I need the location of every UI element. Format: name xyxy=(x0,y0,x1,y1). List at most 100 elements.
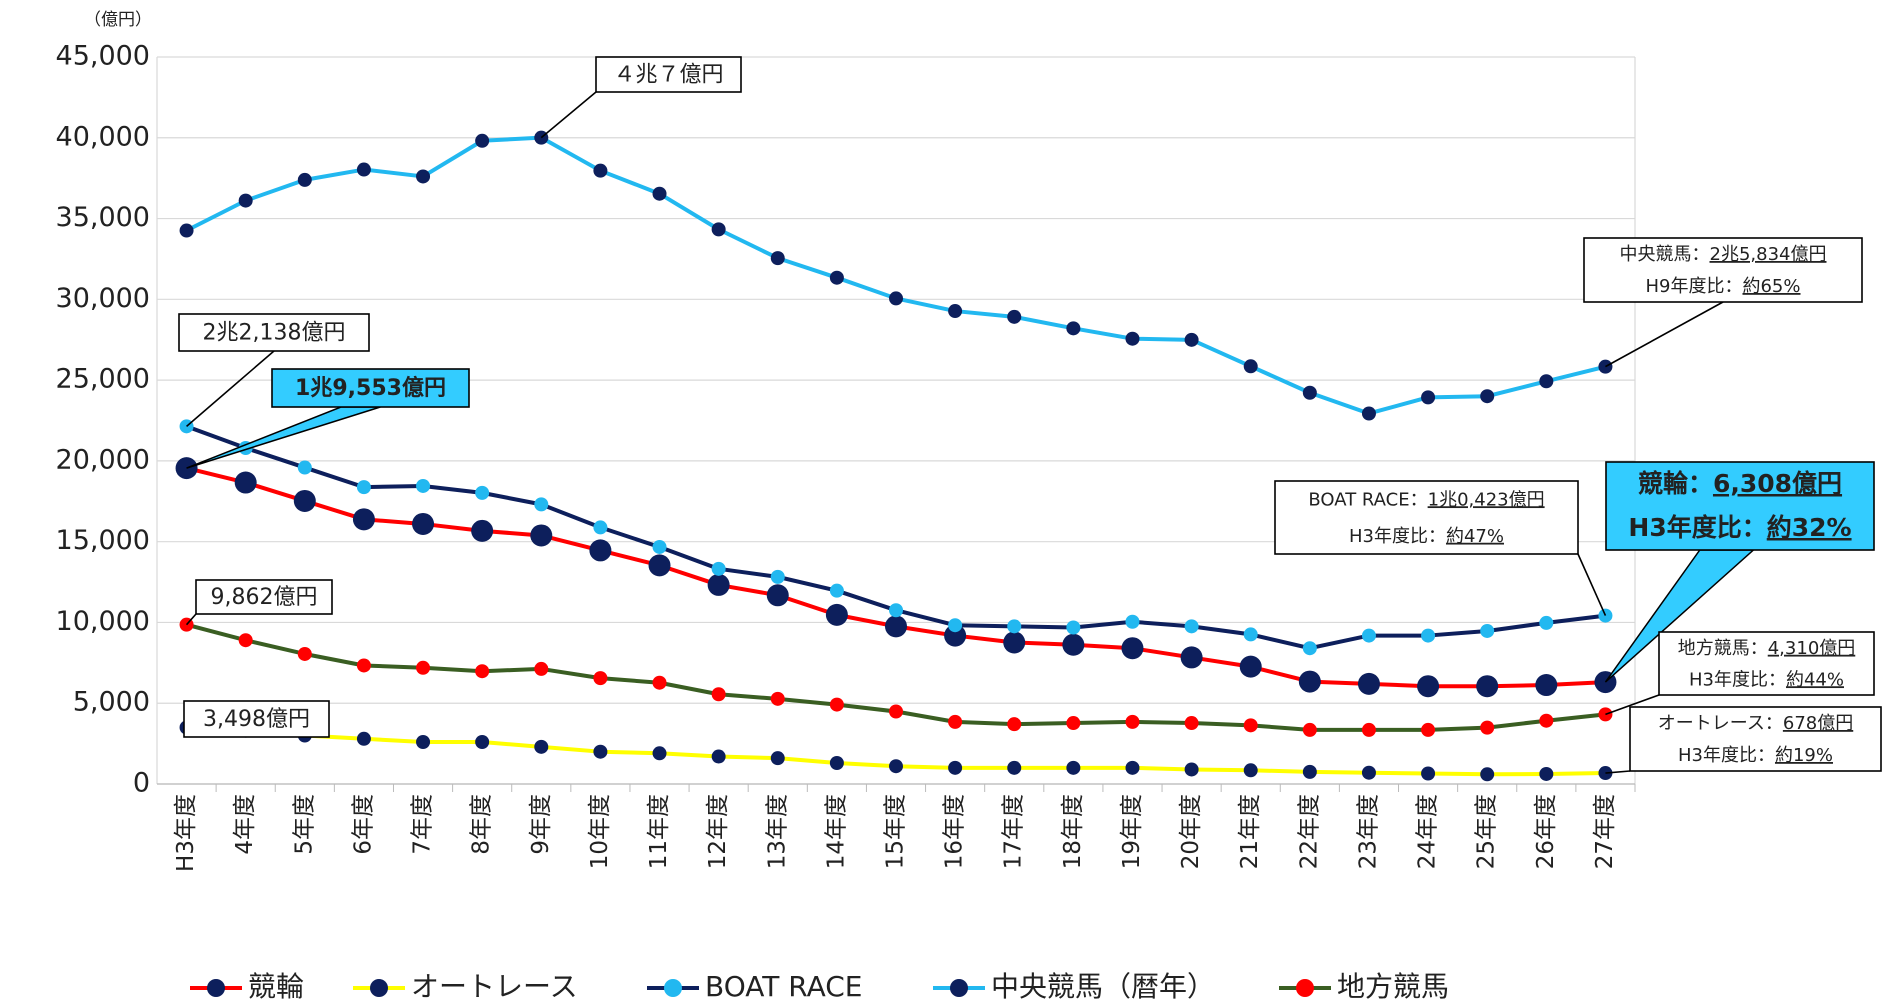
x-tick-label: 22年度 xyxy=(1296,794,1322,869)
data-point xyxy=(1239,655,1262,678)
callout-box xyxy=(1658,631,1875,696)
callout-leader xyxy=(186,350,275,427)
y-tick-label: 15,000 xyxy=(56,525,150,556)
data-point xyxy=(885,615,907,638)
callout-box xyxy=(595,56,742,93)
callout-segment: 中央競馬： xyxy=(1620,244,1710,265)
data-point xyxy=(238,193,253,208)
data-point xyxy=(1417,675,1440,698)
x-tick-label: H3年度 xyxy=(173,794,199,872)
data-point xyxy=(889,704,903,719)
data-point xyxy=(770,569,785,584)
x-tick-label: 24年度 xyxy=(1415,794,1441,869)
callout-text: 競輪：6,308億円 xyxy=(1638,469,1842,498)
data-point xyxy=(944,624,967,647)
callout-text: 中央競馬：2兆5,834億円 xyxy=(1620,244,1827,265)
data-point xyxy=(475,734,490,749)
data-point xyxy=(238,633,253,648)
data-point xyxy=(829,697,844,712)
data-point xyxy=(1007,619,1022,634)
x-tick-label: 12年度 xyxy=(705,794,731,869)
data-point xyxy=(1302,641,1317,656)
callout-segment: 2兆5,834億円 xyxy=(1710,244,1827,265)
callout-segment: H9年度比： xyxy=(1645,276,1742,297)
x-tick-label: 25年度 xyxy=(1474,794,1500,869)
callout-text: 地方競馬：4,310億円 xyxy=(1678,638,1856,659)
callout-leader xyxy=(1577,553,1607,616)
data-point xyxy=(829,270,844,285)
callout-segment: 1兆9,553億円 xyxy=(295,375,446,401)
data-point xyxy=(593,744,608,759)
data-point xyxy=(297,646,312,661)
data-point xyxy=(711,561,726,576)
y-tick-label: 0 xyxy=(133,768,150,799)
callout-text: H3年度比：約32% xyxy=(1628,513,1851,542)
y-tick-label: 30,000 xyxy=(56,283,150,314)
data-point xyxy=(593,163,608,178)
data-point xyxy=(1066,760,1081,775)
data-point xyxy=(1421,766,1436,781)
legend-label: 地方競馬 xyxy=(1337,970,1449,1003)
data-point xyxy=(1125,614,1140,629)
data-point xyxy=(829,755,844,770)
callout-segment: 約32% xyxy=(1767,513,1852,542)
callout-text: H3年度比：約19% xyxy=(1678,745,1833,766)
data-point xyxy=(1184,619,1199,634)
callout-box xyxy=(178,313,370,352)
data-point xyxy=(1361,765,1376,780)
data-point xyxy=(1361,722,1376,737)
data-point xyxy=(948,304,963,319)
callout-segment: H3年度比： xyxy=(1628,513,1766,542)
callout-segment: 9,862億円 xyxy=(211,585,318,610)
data-point xyxy=(1535,674,1558,697)
x-tick-label: 21年度 xyxy=(1237,794,1263,869)
callout-leader xyxy=(1605,694,1660,716)
data-point xyxy=(1125,331,1140,346)
legend-marker xyxy=(950,979,968,997)
data-point xyxy=(530,524,553,547)
callout-segment: 約65% xyxy=(1742,276,1800,297)
data-point xyxy=(1066,620,1081,635)
x-tick-label: 6年度 xyxy=(350,794,376,855)
legend-marker xyxy=(207,979,225,997)
data-point xyxy=(1539,615,1554,630)
x-tick-label: 10年度 xyxy=(587,794,613,869)
y-tick-label: 25,000 xyxy=(56,364,150,395)
callout-text: ４兆７億円 xyxy=(613,63,723,88)
x-tick-label: 19年度 xyxy=(1119,794,1145,869)
data-point xyxy=(1539,713,1554,728)
legend-label: オートレース xyxy=(411,970,578,1003)
data-point xyxy=(825,603,848,626)
data-point xyxy=(948,714,963,729)
callout-segment: 地方競馬： xyxy=(1678,638,1768,659)
callout-segment: 678億円 xyxy=(1783,713,1853,734)
data-point xyxy=(1480,767,1495,782)
y-tick-label: 10,000 xyxy=(56,606,150,637)
callout-segment: 競輪： xyxy=(1638,469,1713,498)
data-point xyxy=(475,133,490,148)
callout-box xyxy=(195,579,333,615)
data-point xyxy=(948,618,963,633)
data-point xyxy=(1476,675,1499,698)
data-point xyxy=(948,760,963,775)
data-point xyxy=(1421,628,1436,643)
y-tick-label: 40,000 xyxy=(56,121,150,152)
callout-segment: 2兆2,138億円 xyxy=(203,321,346,346)
callout-text: 3,498億円 xyxy=(203,707,310,732)
data-point xyxy=(416,169,431,184)
data-point xyxy=(1302,764,1317,779)
callout-text: 9,862億円 xyxy=(211,585,318,610)
callout-box xyxy=(1274,480,1579,555)
data-point xyxy=(1007,717,1022,732)
data-point xyxy=(1003,631,1026,654)
data-point xyxy=(711,749,726,764)
y-tick-label: 45,000 xyxy=(56,41,150,72)
x-tick-label: 27年度 xyxy=(1592,794,1618,869)
x-tick-label: 5年度 xyxy=(291,794,317,855)
x-tick-label: 7年度 xyxy=(410,794,436,855)
callout-segment: 3,498億円 xyxy=(203,707,310,732)
callout-text: H9年度比：約65% xyxy=(1645,276,1800,297)
x-tick-label: 18年度 xyxy=(1060,794,1086,869)
callout-box xyxy=(1583,237,1863,303)
